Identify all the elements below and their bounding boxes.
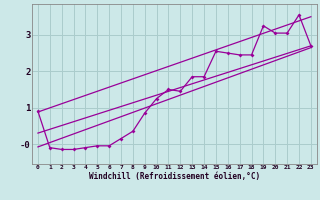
X-axis label: Windchill (Refroidissement éolien,°C): Windchill (Refroidissement éolien,°C) bbox=[89, 172, 260, 181]
